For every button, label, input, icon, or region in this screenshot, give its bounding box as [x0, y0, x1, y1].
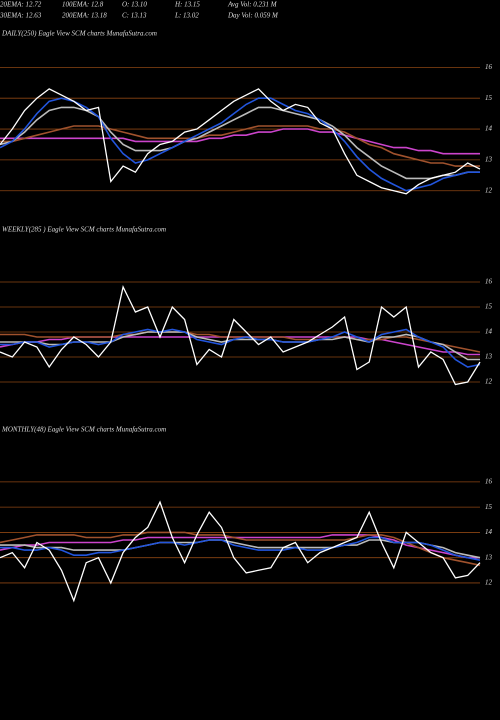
- y-tick-label: 14: [485, 328, 493, 336]
- y-tick-label: 15: [485, 503, 493, 511]
- price-line: [0, 128, 480, 155]
- panel-title: WEEKLY(285 ) Eagle View SCM charts Munaf…: [2, 226, 166, 234]
- price-line: [0, 125, 480, 167]
- y-tick-label: 15: [485, 94, 493, 102]
- header-stat: 100EMA: 12.8: [62, 1, 104, 9]
- price-line: [0, 328, 481, 368]
- header-stat: 20EMA: 12.72: [0, 1, 42, 9]
- y-tick-label: 16: [485, 477, 493, 485]
- header-stat: O: 13.10: [122, 1, 147, 9]
- panel-title: DAILY(250) Eagle View SCM charts MunafaS…: [1, 30, 157, 38]
- y-tick-label: 14: [485, 528, 493, 536]
- price-line: [0, 531, 481, 567]
- price-line: [0, 285, 481, 386]
- y-tick-label: 15: [485, 303, 493, 311]
- y-tick-label: 13: [485, 156, 493, 164]
- header-stat: H: 13.15: [174, 1, 200, 9]
- price-line: [0, 106, 480, 180]
- y-tick-label: 12: [485, 579, 493, 587]
- price-line: [0, 88, 481, 195]
- y-tick-label: 13: [485, 353, 493, 361]
- header-stat: L: 13.02: [174, 12, 199, 20]
- price-line: [0, 536, 481, 561]
- header-stat: 200EMA: 13.18: [62, 12, 107, 20]
- price-line: [0, 331, 481, 353]
- price-line: [0, 97, 480, 192]
- price-line: [0, 500, 481, 603]
- y-tick-label: 12: [485, 186, 493, 194]
- header-stat: Avg Vol: 0.231 M: [227, 1, 278, 9]
- header-stat: Day Vol: 0.059 M: [227, 12, 279, 20]
- y-tick-label: 16: [485, 63, 493, 71]
- panel-title: MONTHLY(48) Eagle View SCM charts Munafa…: [1, 426, 166, 434]
- header-stat: C: 13.13: [122, 12, 147, 20]
- y-tick-label: 16: [485, 278, 493, 286]
- y-tick-label: 13: [485, 553, 493, 561]
- header-stat: 30EMA: 12.63: [0, 12, 42, 20]
- y-tick-label: 12: [485, 378, 493, 386]
- y-tick-label: 14: [485, 125, 493, 133]
